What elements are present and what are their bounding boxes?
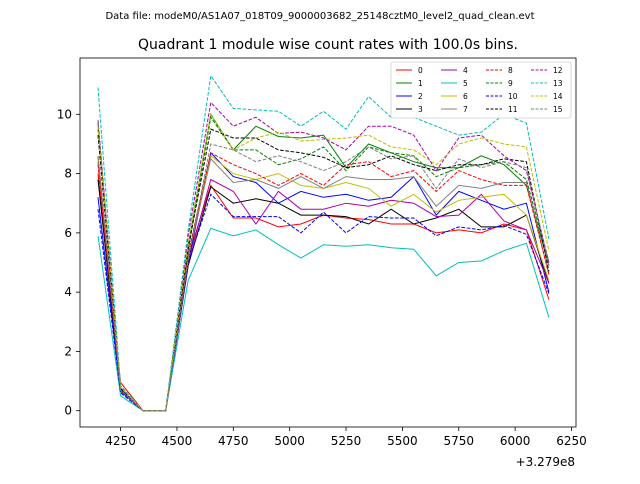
series-line-12 [97, 101, 550, 412]
legend-label-0: 0 [418, 66, 423, 75]
y-axis-ticks: 0 2 4 6 8 10 [57, 107, 80, 418]
data-file-label: Data file: modeM0/AS1A07_018T09_90000036… [105, 11, 534, 22]
legend-label-8: 8 [508, 66, 513, 75]
legend-label-13: 13 [553, 79, 563, 88]
legend-label-12: 12 [553, 66, 563, 75]
legend-label-6: 6 [463, 92, 468, 101]
series-line-3 [97, 179, 550, 412]
series-line-9 [97, 116, 550, 412]
y-tick-label: 4 [64, 285, 72, 299]
series-line-5 [97, 227, 550, 412]
x-tick-label: 4250 [105, 434, 136, 448]
plot-area [79, 57, 577, 428]
legend-label-3: 3 [418, 105, 423, 114]
series-line-1 [97, 112, 550, 412]
series-line-11 [97, 128, 550, 412]
x-tick-label: 6000 [500, 434, 531, 448]
axes-frame [79, 57, 577, 428]
y-tick-label: 2 [64, 344, 72, 358]
legend-label-7: 7 [463, 105, 468, 114]
series-line-13 [97, 74, 550, 412]
x-tick-label: 5500 [387, 434, 418, 448]
legend-label-1: 1 [418, 79, 423, 88]
legend-box [390, 61, 572, 119]
y-tick-label: 6 [64, 226, 72, 240]
x-axis-ticks: 4250 4500 4750 5000 5250 5500 5750 6000 6250 [105, 427, 587, 448]
x-tick-label: 5250 [331, 434, 362, 448]
legend-label-15: 15 [553, 105, 563, 114]
series-line-4 [97, 155, 550, 412]
legend-label-10: 10 [508, 92, 518, 101]
y-tick-label: 8 [64, 167, 72, 181]
series-line-14 [97, 112, 550, 412]
x-tick-label: 6250 [556, 434, 587, 448]
legend-label-5: 5 [463, 79, 468, 88]
x-tick-label: 4500 [162, 434, 193, 448]
x-axis-offset-label: +3.279e8 [516, 455, 575, 469]
chart-title: Quadrant 1 module wise count rates with … [138, 37, 518, 53]
series-line-2 [97, 151, 550, 412]
series-line-10 [97, 193, 550, 412]
legend-label-14: 14 [553, 92, 563, 101]
x-tick-label: 4750 [218, 434, 249, 448]
x-tick-label: 5000 [274, 434, 305, 448]
legend-label-2: 2 [418, 92, 423, 101]
x-tick-label: 5750 [443, 434, 474, 448]
series-line-15 [97, 143, 550, 412]
series-line-8 [97, 152, 550, 412]
legend-label-9: 9 [508, 79, 513, 88]
series-line-7 [97, 157, 550, 412]
y-tick-label: 0 [64, 404, 72, 418]
y-tick-label: 10 [57, 107, 72, 121]
legend-label-4: 4 [463, 66, 468, 75]
legend-label-11: 11 [508, 105, 518, 114]
